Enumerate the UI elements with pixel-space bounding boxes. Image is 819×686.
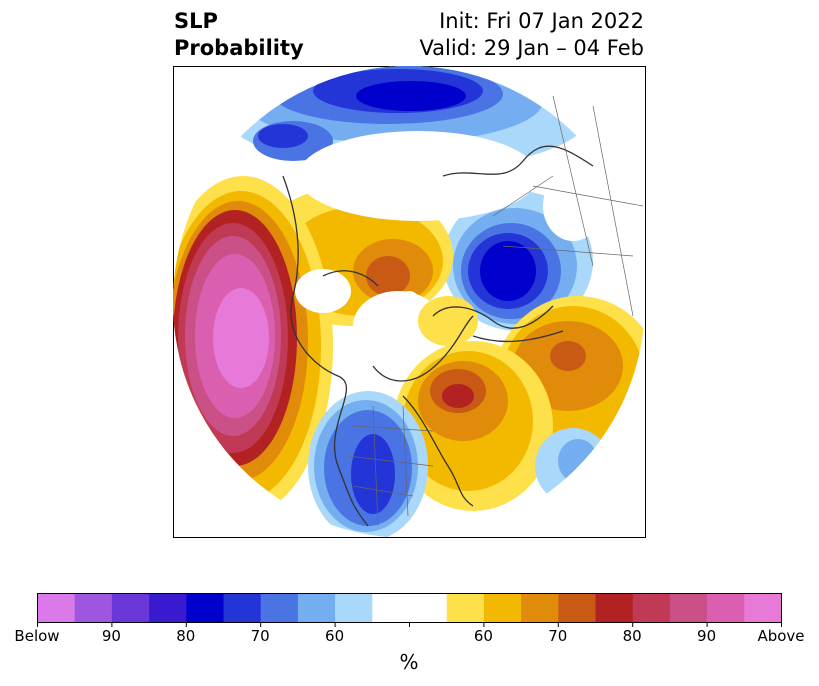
colorbar-swatch: [446, 593, 485, 623]
colorbar-swatch: [74, 593, 113, 623]
colorbar-swatch: [409, 593, 447, 623]
white-region-arctic: [298, 131, 538, 221]
colorbar-tick-label: Below: [14, 627, 60, 645]
colorbar-swatch: [707, 593, 745, 623]
title-line-1: SLP: [174, 9, 218, 33]
probability-map: [173, 66, 646, 538]
coastlines: [282, 145, 594, 527]
colorbar-swatch: [223, 593, 261, 623]
colorbar-swatch: [335, 593, 373, 623]
colorbar-tick-label: 80: [622, 627, 642, 645]
colorbar-tick-label: 70: [548, 627, 568, 645]
init-date: Init: Fri 07 Jan 2022: [439, 9, 644, 33]
colorbar: [37, 593, 782, 627]
colorbar-swatch: [297, 593, 336, 623]
colorbar-swatch: [521, 593, 559, 623]
colorbar-swatch: [149, 593, 187, 623]
colorbar-swatch: [632, 593, 671, 623]
colorbar-tick-label: 80: [176, 627, 196, 645]
colorbar-swatch: [483, 593, 522, 623]
colorbar-tick-label: 90: [697, 627, 717, 645]
title-line-2: Probability: [174, 36, 304, 60]
map-title: SLP Probability: [174, 8, 304, 62]
pole-hole: [398, 291, 420, 313]
valid-date: Valid: 29 Jan – 04 Feb: [419, 36, 644, 60]
borders: [347, 95, 644, 527]
colorbar-swatch: [595, 593, 633, 623]
colorbar-swatch: [744, 593, 782, 623]
colorbar-tick-label: 70: [250, 627, 270, 645]
colorbar-swatch: [260, 593, 299, 623]
colorbar-swatch: [558, 593, 596, 623]
colorbar-tick-label: 90: [101, 627, 121, 645]
colorbar-tick-label: 60: [325, 627, 345, 645]
colorbar-unit: %: [399, 650, 419, 674]
colorbar-tick-label: 60: [473, 627, 493, 645]
colorbar-swatch: [669, 593, 708, 623]
colorbar-swatch: [372, 593, 410, 623]
date-info: Init: Fri 07 Jan 2022 Valid: 29 Jan – 04…: [419, 8, 644, 62]
colorbar-tick-label: Above: [757, 627, 805, 645]
colorbar-swatch: [186, 593, 224, 623]
colorbar-swatch: [37, 593, 75, 623]
colorbar-swatch: [111, 593, 150, 623]
